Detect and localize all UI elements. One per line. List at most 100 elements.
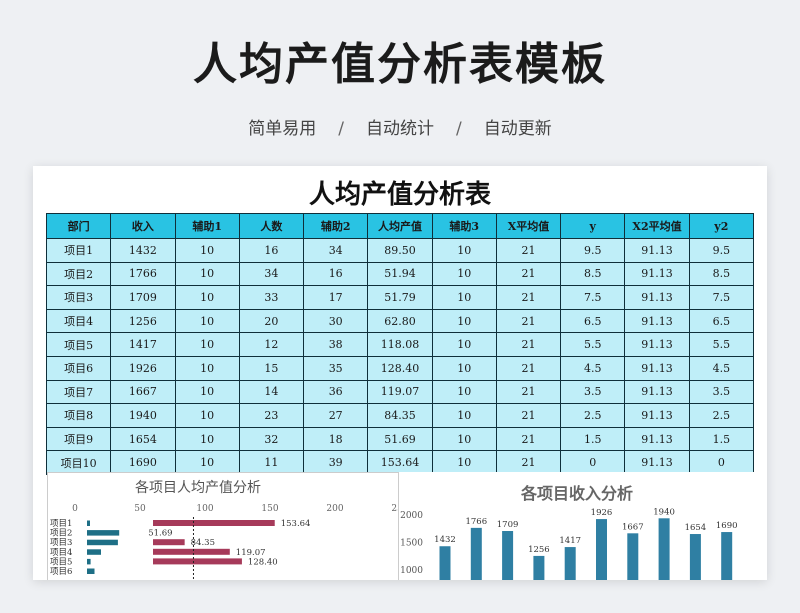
- table-cell[interactable]: 84.35: [367, 403, 433, 428]
- table-cell[interactable]: 项目5: [45, 332, 112, 357]
- table-cell[interactable]: 30: [303, 308, 369, 334]
- table-cell[interactable]: 34: [238, 261, 305, 287]
- table-cell[interactable]: 9.5: [688, 238, 755, 263]
- table-cell[interactable]: 9.5: [560, 238, 626, 263]
- table-cell[interactable]: 2.5: [688, 403, 755, 428]
- table-cell[interactable]: 91.13: [624, 261, 690, 287]
- table-cell[interactable]: 2.5: [560, 403, 626, 428]
- table-cell[interactable]: 10: [431, 308, 497, 334]
- table-cell[interactable]: 10: [174, 426, 240, 452]
- table-cell[interactable]: 7.5: [560, 285, 626, 310]
- table-cell[interactable]: 16: [303, 261, 369, 287]
- table-cell[interactable]: 10: [431, 238, 497, 263]
- table-cell[interactable]: 21: [495, 450, 562, 475]
- table-cell[interactable]: 10: [174, 261, 240, 287]
- table-cell[interactable]: 15: [238, 355, 305, 381]
- table-cell[interactable]: 项目3: [45, 285, 112, 310]
- table-cell[interactable]: 10: [174, 450, 240, 475]
- table-cell[interactable]: 51.79: [367, 285, 433, 310]
- table-cell[interactable]: 1417: [110, 332, 176, 357]
- table-cell[interactable]: 11: [238, 450, 305, 475]
- table-cell[interactable]: 33: [238, 285, 305, 310]
- table-cell[interactable]: 62.80: [367, 308, 433, 334]
- table-cell[interactable]: 6.5: [560, 308, 626, 334]
- table-cell[interactable]: 17: [303, 285, 369, 310]
- table-cell[interactable]: 项目2: [45, 261, 112, 287]
- table-cell[interactable]: 21: [495, 426, 562, 452]
- table-cell[interactable]: 21: [495, 403, 562, 428]
- table-cell[interactable]: 91.13: [624, 238, 690, 263]
- table-cell[interactable]: 27: [303, 403, 369, 428]
- table-cell[interactable]: 10: [431, 450, 497, 475]
- table-cell[interactable]: 32: [238, 426, 305, 452]
- table-cell[interactable]: 5.5: [560, 332, 626, 357]
- table-cell[interactable]: 10: [174, 332, 240, 357]
- table-cell[interactable]: 91.13: [624, 355, 690, 381]
- table-cell[interactable]: 12: [238, 332, 305, 357]
- table-cell[interactable]: 0: [688, 450, 755, 475]
- table-cell[interactable]: 91.13: [624, 285, 690, 310]
- table-cell[interactable]: 21: [495, 285, 562, 310]
- table-cell[interactable]: 91.13: [624, 450, 690, 475]
- table-cell[interactable]: 153.64: [367, 450, 433, 475]
- table-cell[interactable]: 1667: [110, 379, 176, 405]
- table-cell[interactable]: 1.5: [688, 426, 755, 452]
- table-cell[interactable]: 39: [303, 450, 369, 475]
- table-cell[interactable]: 1.5: [560, 426, 626, 452]
- table-cell[interactable]: 38: [303, 332, 369, 357]
- table-cell[interactable]: 10: [431, 332, 497, 357]
- table-cell[interactable]: 7.5: [688, 285, 755, 310]
- table-cell[interactable]: 10: [431, 379, 497, 405]
- table-cell[interactable]: 21: [495, 332, 562, 357]
- table-cell[interactable]: 项目9: [45, 426, 112, 452]
- table-cell[interactable]: 项目1: [45, 238, 112, 263]
- table-cell[interactable]: 10: [431, 403, 497, 428]
- table-cell[interactable]: 51.69: [367, 426, 433, 452]
- table-cell[interactable]: 89.50: [367, 238, 433, 263]
- table-cell[interactable]: 10: [174, 403, 240, 428]
- table-cell[interactable]: 4.5: [688, 355, 755, 381]
- table-cell[interactable]: 10: [431, 355, 497, 381]
- table-cell[interactable]: 21: [495, 379, 562, 405]
- table-cell[interactable]: 10: [431, 285, 497, 310]
- table-cell[interactable]: 10: [174, 285, 240, 310]
- table-cell[interactable]: 23: [238, 403, 305, 428]
- table-cell[interactable]: 3.5: [688, 379, 755, 405]
- table-cell[interactable]: 51.94: [367, 261, 433, 287]
- table-cell[interactable]: 14: [238, 379, 305, 405]
- table-cell[interactable]: 项目8: [45, 403, 112, 428]
- table-cell[interactable]: 3.5: [560, 379, 626, 405]
- table-cell[interactable]: 91.13: [624, 403, 690, 428]
- table-cell[interactable]: 16: [238, 238, 305, 263]
- table-cell[interactable]: 118.08: [367, 332, 433, 357]
- table-cell[interactable]: 21: [495, 355, 562, 381]
- table-cell[interactable]: 10: [174, 379, 240, 405]
- table-cell[interactable]: 项目7: [45, 379, 112, 405]
- table-cell[interactable]: 10: [174, 308, 240, 334]
- table-cell[interactable]: 项目4: [45, 308, 112, 334]
- table-cell[interactable]: 91.13: [624, 332, 690, 357]
- table-cell[interactable]: 1940: [110, 403, 176, 428]
- table-cell[interactable]: 1766: [110, 261, 176, 287]
- table-cell[interactable]: 119.07: [367, 379, 433, 405]
- table-cell[interactable]: 10: [431, 426, 497, 452]
- table-cell[interactable]: 21: [495, 308, 562, 334]
- table-cell[interactable]: 21: [495, 261, 562, 287]
- table-cell[interactable]: 1256: [110, 308, 176, 334]
- table-cell[interactable]: 21: [495, 238, 562, 263]
- table-cell[interactable]: 5.5: [688, 332, 755, 357]
- table-cell[interactable]: 6.5: [688, 308, 755, 334]
- table-cell[interactable]: 1690: [110, 450, 176, 475]
- table-cell[interactable]: 10: [174, 355, 240, 381]
- table-cell[interactable]: 10: [174, 238, 240, 263]
- table-cell[interactable]: 8.5: [688, 261, 755, 287]
- table-cell[interactable]: 34: [303, 238, 369, 263]
- table-cell[interactable]: 8.5: [560, 261, 626, 287]
- table-cell[interactable]: 20: [238, 308, 305, 334]
- table-cell[interactable]: 91.13: [624, 379, 690, 405]
- table-cell[interactable]: 128.40: [367, 355, 433, 381]
- table-cell[interactable]: 项目10: [45, 450, 112, 475]
- table-cell[interactable]: 91.13: [624, 426, 690, 452]
- table-cell[interactable]: 1432: [110, 238, 176, 263]
- table-cell[interactable]: 91.13: [624, 308, 690, 334]
